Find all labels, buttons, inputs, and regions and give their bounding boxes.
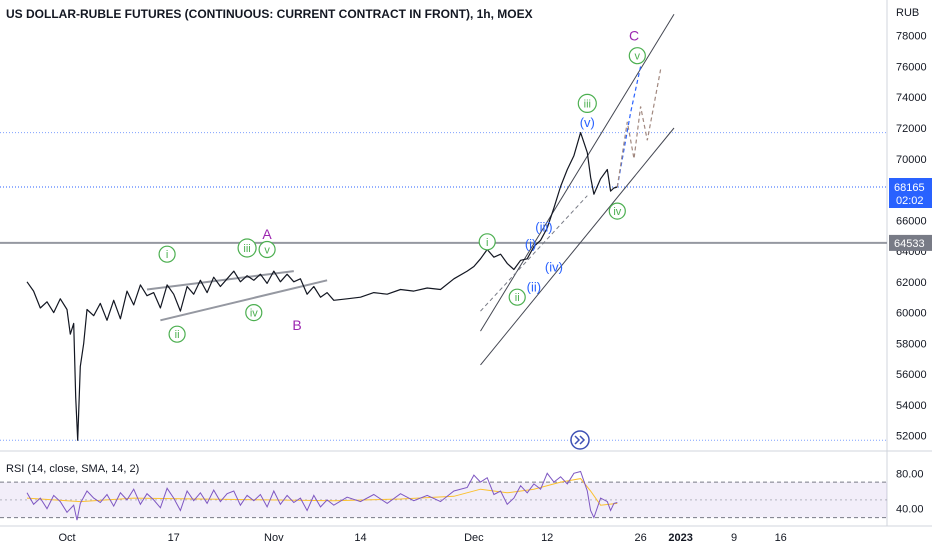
currency-label: RUB (896, 7, 919, 19)
wave-label-circle (508, 288, 526, 306)
rsi-tick-label: 80.00 (896, 468, 924, 480)
wedge-line (160, 279, 328, 322)
wave-label: i (486, 237, 488, 249)
dashed-trend-line (480, 195, 588, 312)
wave-label: iv (250, 308, 258, 320)
price-tick-label: 58000 (896, 338, 927, 350)
time-tick-label: Oct (58, 532, 75, 544)
price-tick-label: 76000 (896, 62, 927, 74)
time-tick-label: Nov (264, 532, 284, 544)
wave-label: (v) (580, 115, 595, 130)
wave-label: A (262, 226, 272, 242)
wave-label-circle (608, 202, 626, 220)
rsi-line (26, 470, 618, 521)
rsi-tick-label: 40.00 (896, 504, 924, 516)
time-tick-label: 26 (634, 532, 646, 544)
time-tick-label: 9 (731, 532, 737, 544)
overlay-lines (0, 13, 887, 441)
marked-level-tag-bg (889, 234, 932, 251)
price-tick-label: 56000 (896, 369, 927, 381)
wave-label-circle (168, 325, 186, 343)
time-tick-label: 16 (775, 532, 787, 544)
wave-label: v (264, 245, 270, 257)
channel-line (480, 127, 675, 366)
wave-label: C (629, 28, 639, 44)
current-price-countdown: 02:02 (896, 195, 924, 207)
wave-label: iii (243, 243, 250, 255)
price-tick-label: 52000 (896, 431, 927, 443)
current-price-value: 68165 (894, 182, 925, 194)
wave-label: (ii) (527, 280, 541, 295)
wave-label: (iv) (545, 260, 563, 275)
wave-label: v (635, 51, 641, 63)
time-tick-label: Dec (464, 532, 484, 544)
wave-label-circle (245, 304, 263, 322)
price-axis[interactable]: 7800076000740007200070000680006600064000… (889, 31, 932, 443)
wedge-line (146, 270, 294, 291)
projection-path (616, 66, 642, 188)
wave-label-circle (577, 93, 597, 114)
time-tick-label: 2023 (668, 532, 692, 544)
wave-label: ii (515, 292, 520, 304)
price-tick-label: 70000 (896, 154, 927, 166)
price-tick-label: 54000 (896, 400, 927, 412)
rsi-pane[interactable]: 80.00 40.00 (0, 468, 924, 521)
wave-label: (i) (525, 236, 537, 251)
fast-forward-circle-icon[interactable] (570, 430, 590, 450)
time-axis[interactable]: Oct 17 Nov 14 Dec 12 26 2023 9 16 (58, 532, 786, 544)
projection-path (616, 69, 662, 188)
time-tick-label: 14 (354, 532, 366, 544)
grid-layer (0, 0, 932, 527)
price-tick-label: 74000 (896, 92, 927, 104)
rsi-legend-label: RSI (14, close, SMA, 14, 2) (6, 463, 139, 475)
time-tick-label: 12 (541, 532, 553, 544)
wave-label-circle (628, 47, 646, 65)
time-tick-label: 17 (168, 532, 180, 544)
wave-label: B (292, 317, 301, 333)
wave-label-circle (158, 245, 176, 263)
wave-label: iii (584, 98, 591, 110)
channel-line (480, 13, 675, 332)
price-line (26, 132, 618, 441)
wave-label: ii (175, 329, 180, 341)
price-tick-label: 60000 (896, 308, 927, 320)
price-tick-label: 72000 (896, 123, 927, 135)
wave-label: i (166, 249, 168, 261)
wave-label-circle (237, 238, 257, 258)
price-tick-label: 66000 (896, 215, 927, 227)
current-price-tag-bg (889, 178, 932, 208)
price-tick-label: 62000 (896, 277, 927, 289)
marked-level-tag[interactable]: 64533 (889, 234, 932, 251)
chart-title: US DOLLAR-RUBLE FUTURES (CONTINUOUS: CUR… (6, 7, 533, 21)
wave-label-circle (258, 240, 276, 259)
price-series (26, 132, 618, 441)
price-tick-label: 78000 (896, 31, 927, 43)
wave-label: iv (613, 206, 621, 218)
wave-label: (iii) (535, 220, 552, 235)
marked-level-value: 64533 (894, 238, 925, 250)
wave-label-circle (478, 233, 496, 251)
